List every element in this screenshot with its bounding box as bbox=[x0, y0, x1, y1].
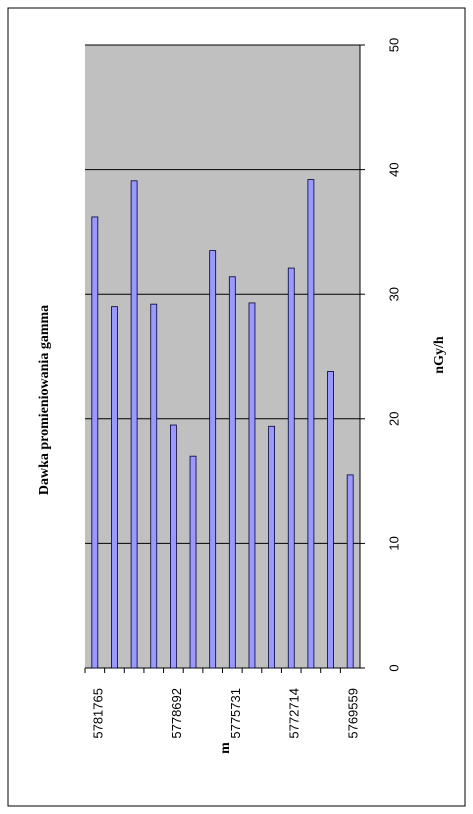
bar bbox=[307, 179, 315, 669]
bar bbox=[189, 455, 197, 669]
bar bbox=[150, 303, 158, 669]
x-tick-label: 5769559 bbox=[346, 688, 361, 739]
bar bbox=[346, 474, 354, 669]
y-axis-title: nGy/h bbox=[432, 336, 447, 374]
x-tick-label: 5778692 bbox=[169, 688, 184, 739]
x-tick-label: 5772714 bbox=[287, 688, 302, 739]
bar bbox=[268, 425, 276, 669]
y-tick-label: 30 bbox=[386, 287, 401, 301]
y-tick-label: 20 bbox=[386, 412, 401, 426]
bar bbox=[287, 267, 295, 669]
bar bbox=[111, 306, 118, 669]
plot-area bbox=[85, 45, 360, 668]
y-tick-label: 0 bbox=[386, 664, 401, 671]
chart-title: Dawka promieniowania gamma bbox=[37, 305, 52, 495]
bar bbox=[248, 302, 256, 669]
bar bbox=[228, 276, 236, 669]
x-axis-title: m bbox=[218, 742, 233, 754]
bar bbox=[209, 250, 217, 669]
x-tick-label: 5775731 bbox=[228, 688, 243, 739]
y-tick-label: 40 bbox=[386, 162, 401, 176]
bar bbox=[91, 216, 99, 669]
bar bbox=[327, 371, 334, 669]
y-tick-label: 10 bbox=[386, 536, 401, 550]
y-tick-label: 50 bbox=[386, 38, 401, 52]
bar bbox=[130, 180, 138, 669]
bar bbox=[169, 424, 177, 669]
x-tick-label: 5781765 bbox=[90, 688, 105, 739]
